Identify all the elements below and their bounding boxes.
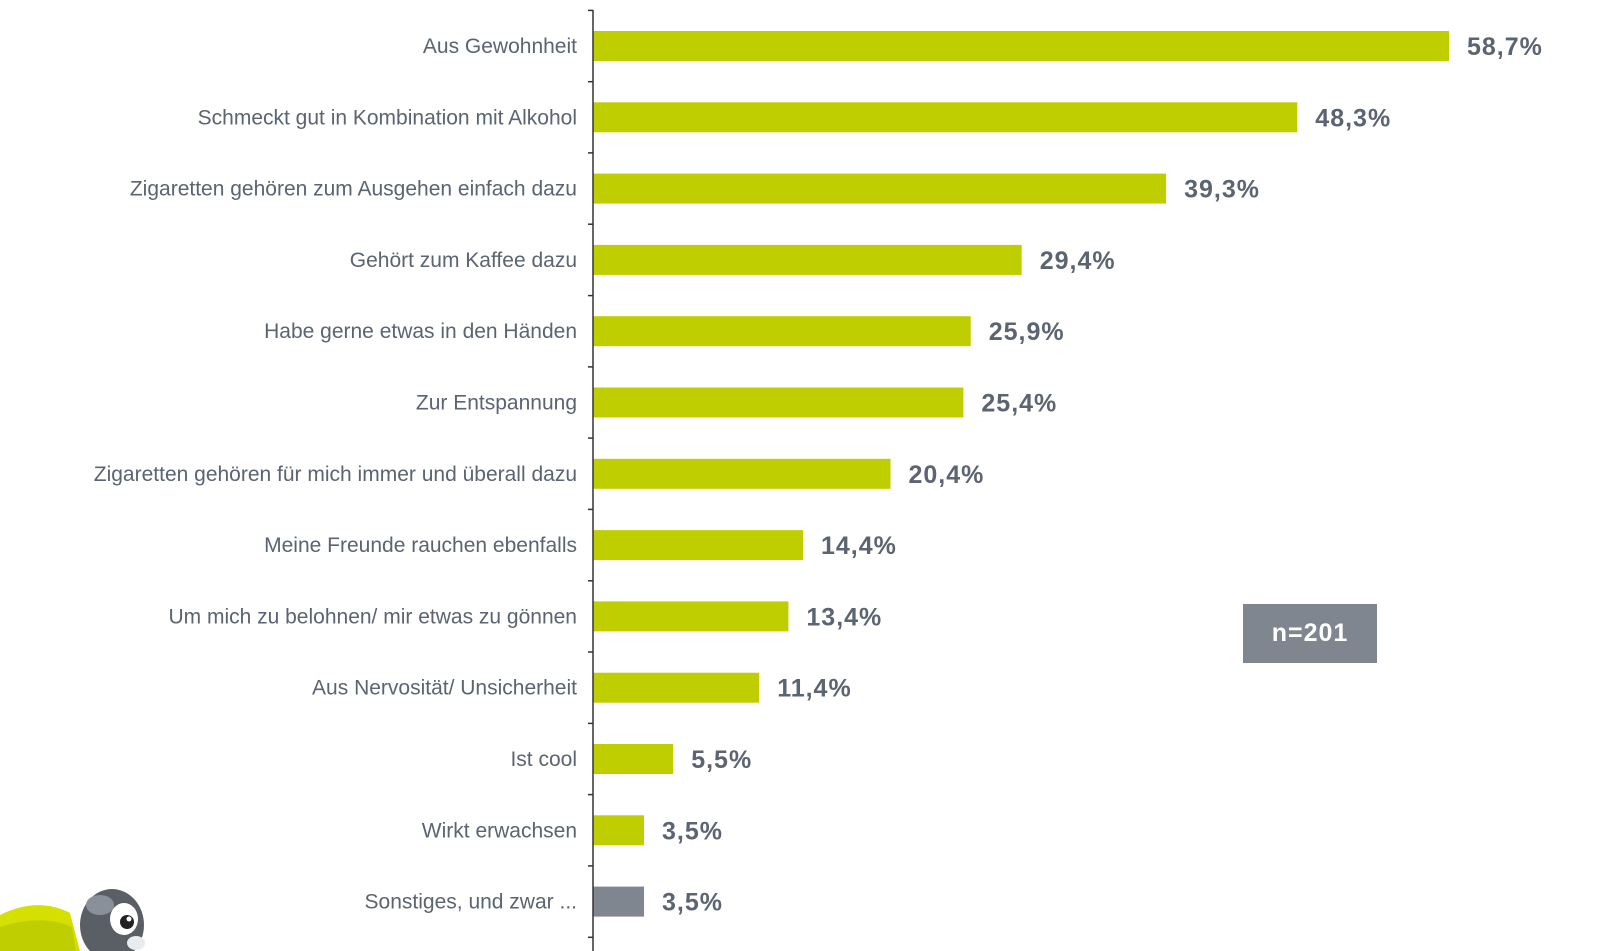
bar-4 bbox=[593, 244, 1022, 275]
category-label: Zigaretten gehören zum Ausgehen einfach … bbox=[130, 178, 577, 201]
value-label: 39,3% bbox=[1184, 176, 1260, 204]
bar-5 bbox=[593, 316, 971, 347]
category-label: Aus Gewohnheit bbox=[423, 35, 577, 58]
category-label: Zur Entspannung bbox=[416, 392, 577, 415]
labels-layer: Aus Gewohnheit 58,7% Schmeckt gut in Kombi… bbox=[94, 33, 1543, 917]
bar-9 bbox=[593, 601, 789, 632]
value-label: 58,7% bbox=[1467, 33, 1543, 61]
value-label: 13,4% bbox=[806, 603, 882, 631]
value-label: 14,4% bbox=[821, 532, 897, 560]
value-label: 11,4% bbox=[777, 675, 852, 703]
value-label: 48,3% bbox=[1315, 104, 1391, 132]
axis-layer bbox=[588, 9, 594, 951]
bar-6 bbox=[593, 387, 964, 418]
category-label: Schmeckt gut in Kombination mit Alkohol bbox=[198, 106, 577, 129]
cartoon-mascot-icon bbox=[0, 889, 145, 951]
value-label: 3,5% bbox=[662, 817, 723, 845]
category-label: Gehört zum Kaffee dazu bbox=[350, 249, 577, 272]
bar-10 bbox=[593, 672, 760, 703]
category-label: Habe gerne etwas in den Händen bbox=[264, 320, 577, 343]
sample-size-badge: n=201 bbox=[1243, 604, 1377, 663]
bar-12 bbox=[593, 815, 644, 846]
value-label: 5,5% bbox=[691, 746, 752, 774]
bar-8 bbox=[593, 530, 803, 561]
bar-1 bbox=[593, 31, 1449, 61]
category-label: Aus Nervosität/ Unsicherheit bbox=[312, 677, 577, 700]
bar-2 bbox=[593, 102, 1298, 133]
category-label: Zigaretten gehören für mich immer und üb… bbox=[94, 463, 577, 486]
bar-7 bbox=[593, 458, 891, 489]
category-label: Ist cool bbox=[510, 748, 577, 771]
value-label: 29,4% bbox=[1040, 247, 1116, 275]
value-label: 25,9% bbox=[989, 318, 1065, 346]
bar-11 bbox=[593, 744, 674, 774]
category-label: Sonstiges, und zwar ... bbox=[365, 891, 577, 914]
bar-13 bbox=[593, 886, 644, 917]
category-label: Meine Freunde rauchen ebenfalls bbox=[264, 534, 577, 557]
value-label: 20,4% bbox=[909, 461, 985, 489]
category-label: Wirkt erwachsen bbox=[422, 819, 577, 842]
category-label: Um mich zu belohnen/ mir etwas zu gönnen bbox=[168, 605, 577, 628]
value-label: 25,4% bbox=[981, 390, 1057, 418]
bar-3 bbox=[593, 173, 1167, 204]
value-label: 3,5% bbox=[662, 889, 723, 917]
bars-layer bbox=[593, 31, 1449, 917]
